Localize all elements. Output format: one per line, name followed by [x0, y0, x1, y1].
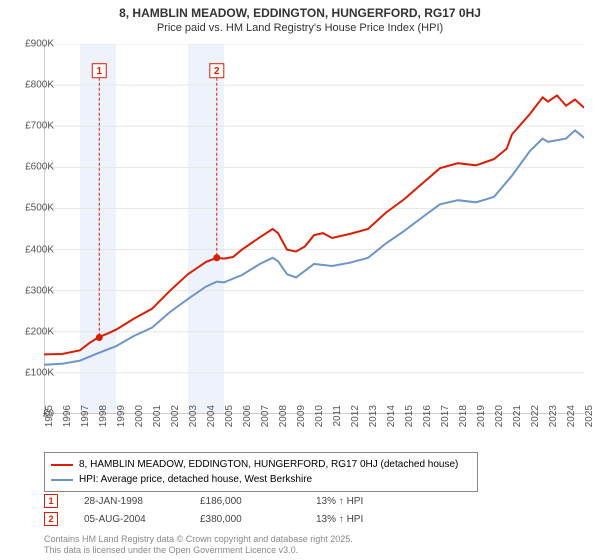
x-tick-label: 2009 — [296, 405, 307, 435]
x-tick-label: 2021 — [512, 405, 523, 435]
x-tick-label: 2019 — [476, 405, 487, 435]
marker-pct-1: 13% ↑ HPI — [316, 496, 406, 507]
y-tick-label: £500K — [14, 203, 54, 214]
x-tick-label: 2006 — [242, 405, 253, 435]
svg-text:2: 2 — [214, 66, 220, 77]
credit-line-1: Contains HM Land Registry data © Crown c… — [44, 534, 353, 545]
x-tick-label: 2025 — [584, 405, 595, 435]
x-tick-label: 2008 — [278, 405, 289, 435]
marker-price-2: £380,000 — [200, 514, 290, 525]
marker-date-2: 05-AUG-2004 — [84, 514, 174, 525]
y-tick-label: £200K — [14, 326, 54, 337]
y-tick-label: £100K — [14, 367, 54, 378]
legend-item-hpi: HPI: Average price, detached house, West… — [51, 472, 471, 487]
x-tick-label: 2014 — [386, 405, 397, 435]
x-tick-label: 1996 — [62, 405, 73, 435]
chart-subtitle: Price paid vs. HM Land Registry's House … — [0, 20, 600, 38]
x-tick-label: 2004 — [206, 405, 217, 435]
legend-swatch-hpi — [51, 479, 73, 481]
y-tick-label: £700K — [14, 121, 54, 132]
credit-line-2: This data is licensed under the Open Gov… — [44, 545, 353, 556]
x-tick-label: 2022 — [530, 405, 541, 435]
chart-container: 8, HAMBLIN MEADOW, EDDINGTON, HUNGERFORD… — [0, 0, 600, 560]
marker-row-1: 1 28-JAN-1998 £186,000 13% ↑ HPI — [44, 492, 406, 510]
x-tick-label: 2002 — [170, 405, 181, 435]
marker-date-1: 28-JAN-1998 — [84, 496, 174, 507]
x-tick-label: 2001 — [152, 405, 163, 435]
legend: 8, HAMBLIN MEADOW, EDDINGTON, HUNGERFORD… — [44, 452, 478, 492]
x-tick-label: 2024 — [566, 405, 577, 435]
chart-svg: 12 — [44, 44, 584, 414]
x-tick-label: 2000 — [134, 405, 145, 435]
legend-label-hpi: HPI: Average price, detached house, West… — [79, 472, 312, 487]
marker-price-1: £186,000 — [200, 496, 290, 507]
x-tick-label: 2016 — [422, 405, 433, 435]
x-tick-label: 1995 — [44, 405, 55, 435]
marker-box-1: 1 — [44, 494, 58, 508]
x-tick-label: 2013 — [368, 405, 379, 435]
x-tick-label: 2012 — [350, 405, 361, 435]
y-tick-label: £800K — [14, 80, 54, 91]
x-tick-label: 2005 — [224, 405, 235, 435]
marker-table: 1 28-JAN-1998 £186,000 13% ↑ HPI 2 05-AU… — [44, 492, 406, 528]
x-tick-label: 2017 — [440, 405, 451, 435]
x-tick-label: 1998 — [98, 405, 109, 435]
x-tick-label: 2015 — [404, 405, 415, 435]
x-tick-label: 2010 — [314, 405, 325, 435]
x-tick-label: 1997 — [80, 405, 91, 435]
chart-title: 8, HAMBLIN MEADOW, EDDINGTON, HUNGERFORD… — [0, 0, 600, 20]
y-tick-label: £600K — [14, 162, 54, 173]
x-tick-label: 2003 — [188, 405, 199, 435]
x-tick-label: 2011 — [332, 405, 343, 435]
chart-area: 12 — [44, 44, 584, 414]
svg-text:1: 1 — [96, 66, 102, 77]
legend-item-property: 8, HAMBLIN MEADOW, EDDINGTON, HUNGERFORD… — [51, 457, 471, 472]
marker-row-2: 2 05-AUG-2004 £380,000 13% ↑ HPI — [44, 510, 406, 528]
legend-label-property: 8, HAMBLIN MEADOW, EDDINGTON, HUNGERFORD… — [79, 457, 458, 472]
y-tick-label: £400K — [14, 244, 54, 255]
marker-pct-2: 13% ↑ HPI — [316, 514, 406, 525]
x-tick-label: 2020 — [494, 405, 505, 435]
x-tick-label: 1999 — [116, 405, 127, 435]
x-tick-label: 2007 — [260, 405, 271, 435]
y-tick-label: £300K — [14, 285, 54, 296]
legend-swatch-property — [51, 464, 73, 466]
y-tick-label: £900K — [14, 39, 54, 50]
x-tick-label: 2023 — [548, 405, 559, 435]
x-tick-label: 2018 — [458, 405, 469, 435]
marker-box-2: 2 — [44, 512, 58, 526]
credits: Contains HM Land Registry data © Crown c… — [44, 534, 353, 556]
